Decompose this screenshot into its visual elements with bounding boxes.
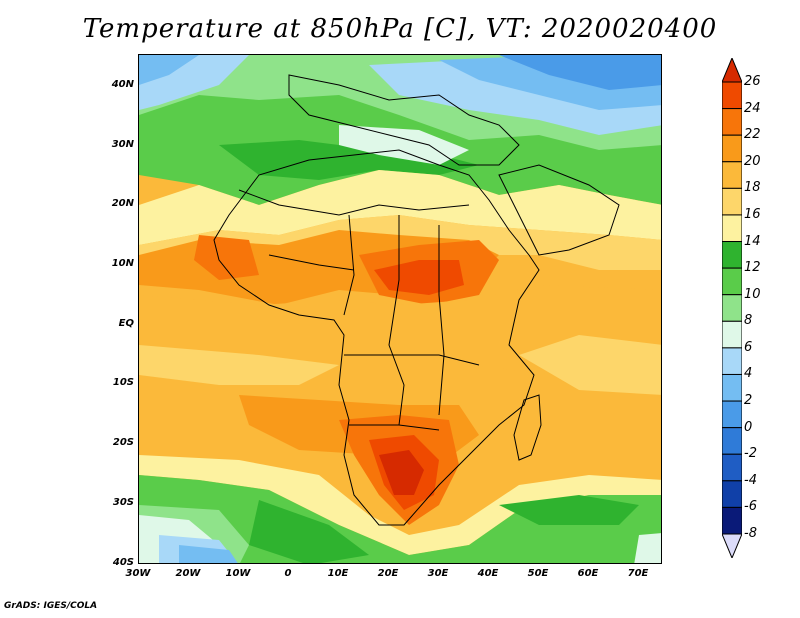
colorbar-segment	[722, 400, 742, 429]
lon-label-60e: 60E	[577, 568, 599, 579]
lat-label-40n: 40N	[111, 79, 134, 90]
colorbar-label: 0	[744, 419, 753, 435]
south-mid-blue	[179, 545, 238, 563]
north-blue-patch	[369, 60, 661, 135]
border-1	[238, 189, 470, 216]
lon-label-70e: 70E	[627, 568, 649, 579]
colorbar-segment	[722, 108, 742, 136]
lat-label-40s: 40S	[112, 557, 134, 568]
colorbar-label: 24	[744, 100, 761, 116]
colorbar-label: 26	[744, 74, 761, 89]
colorbar-label: 8	[744, 313, 753, 329]
colorbar-top-arrow	[722, 58, 742, 83]
colorbar-label: 16	[744, 206, 761, 222]
east-ocean-pale	[519, 335, 661, 395]
grads-credit: GrADS: IGES/COLA	[4, 601, 98, 611]
lon-label-0: 0	[284, 568, 292, 579]
lat-label-30n: 30N	[111, 139, 134, 150]
colorbar-label: -2	[744, 446, 757, 462]
colorbar-label: 4	[744, 366, 753, 382]
madagascar-coast	[513, 394, 542, 461]
colorbar-segment	[722, 81, 742, 110]
colorbar-segment	[722, 241, 742, 269]
lat-label-eq: EQ	[118, 318, 134, 329]
lon-label-10w: 10W	[225, 568, 251, 579]
colorbar-label: 18	[744, 180, 761, 196]
border-5	[344, 354, 480, 366]
north-cyan-patch	[339, 125, 469, 165]
lat-label-20s: 20S	[112, 437, 134, 448]
south-east-dark-green	[499, 495, 639, 525]
colorbar-segment	[722, 267, 742, 296]
colorbar-segment	[722, 161, 742, 189]
map-title: Temperature at 850hPa [C], VT: 202002040…	[82, 14, 718, 44]
northwest-blue	[139, 55, 199, 85]
border-4	[438, 225, 445, 416]
colorbar-segment	[722, 506, 742, 535]
lon-label-20w: 20W	[175, 568, 201, 579]
lat-label-10n: 10N	[111, 258, 134, 269]
border-6	[349, 424, 440, 431]
lon-label-20e: 20E	[377, 568, 399, 579]
colorbar-label: 20	[744, 153, 761, 169]
arabia-coast	[498, 164, 620, 256]
colorbar-segment	[722, 214, 742, 243]
southeast-cyan	[634, 533, 661, 563]
lat-label-20n: 20N	[111, 198, 134, 209]
colorbar-label: 12	[744, 260, 761, 276]
colorbar-label: -4	[744, 472, 757, 488]
lon-label-50e: 50E	[527, 568, 549, 579]
north-deep-blue	[499, 55, 661, 90]
colorbar-segment	[722, 294, 742, 322]
colorbar-label: 10	[744, 286, 761, 302]
colorbar	[722, 58, 742, 558]
colorbar-segment	[722, 373, 742, 402]
coastlines	[213, 74, 620, 526]
colorbar-segment	[722, 480, 742, 508]
colorbar-segment	[722, 134, 742, 163]
central-africa-core	[374, 260, 464, 295]
colorbar-segment	[722, 320, 742, 349]
south-pale-band	[139, 455, 661, 555]
border-2	[343, 214, 355, 316]
colorbar-label: 22	[744, 127, 761, 143]
lon-label-40e: 40E	[477, 568, 499, 579]
europe-coast	[288, 74, 520, 166]
colorbar-segment	[722, 347, 742, 375]
colorbar-label: 14	[744, 233, 761, 249]
equatorial-pale	[139, 345, 339, 385]
colorbar-segment	[722, 427, 742, 455]
lon-label-30e: 30E	[427, 568, 449, 579]
border-7	[268, 254, 355, 271]
colorbar-label: -6	[744, 499, 757, 515]
temperature-map	[138, 54, 662, 564]
colorbar-segment	[722, 453, 742, 482]
colorbar-label: 2	[744, 393, 753, 409]
lon-label-10e: 10E	[327, 568, 349, 579]
west-africa-dark-orange	[194, 235, 259, 280]
colorbar-label: -8	[744, 526, 757, 541]
lat-label-30s: 30S	[112, 497, 134, 508]
africa-coast	[213, 149, 540, 526]
colorbar-segment	[722, 187, 742, 216]
colorbar-label: 6	[744, 339, 753, 355]
temperature-field	[139, 55, 661, 563]
border-3	[388, 215, 405, 426]
north-green-dark	[219, 140, 479, 180]
south-africa-max	[379, 450, 424, 495]
lat-label-10s: 10S	[112, 377, 134, 388]
south-dark-green	[249, 500, 369, 563]
colorbar-segments	[722, 58, 742, 558]
lon-label-30w: 30W	[125, 568, 151, 579]
colorbar-bottom-arrow	[722, 533, 742, 558]
